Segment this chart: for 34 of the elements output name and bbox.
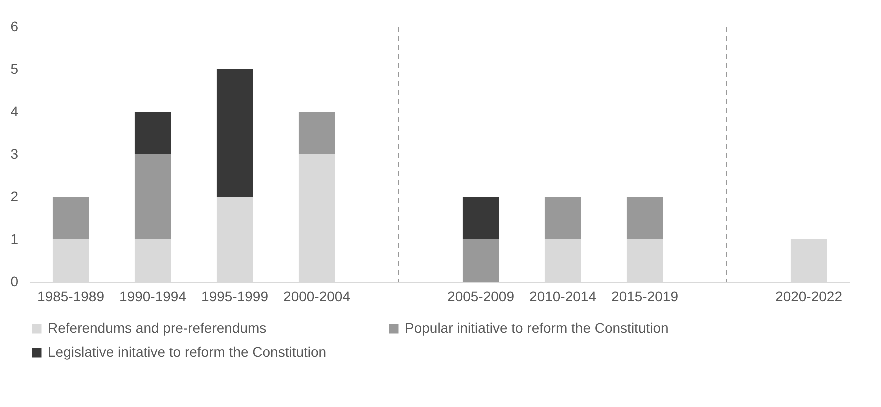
x-tick-label: 2005-2009 [448,288,515,304]
bar [52,240,90,282]
bar [626,197,664,240]
x-tick-label: 1985-1989 [38,288,105,304]
bar [790,240,828,282]
bar [216,70,254,197]
bar [134,154,172,240]
x-tick-label: 2015-2019 [612,288,679,304]
bar [134,112,172,154]
bar [216,197,254,282]
bar [462,240,500,282]
x-tick-label: 1995-1999 [202,288,269,304]
x-tick-label: 1990-1994 [120,288,187,304]
bar [626,240,664,282]
y-tick-label: 4 [10,104,19,120]
bar [298,112,336,154]
y-tick-label: 1 [10,231,19,247]
bar [52,197,90,240]
x-tick-label: 2010-2014 [530,288,597,304]
legend-label: Popular initiative to reform the Constitution [405,320,669,336]
y-tick-label: 2 [10,188,19,204]
bar [134,240,172,282]
y-tick-label: 3 [10,146,19,162]
bar [544,197,582,240]
bar [462,197,500,240]
bar [544,240,582,282]
bar [298,154,336,282]
legend-label: Referendums and pre-referendums [48,320,267,336]
y-tick-label: 6 [10,18,19,34]
x-tick-label: 2020-2022 [776,288,843,304]
y-tick-label: 0 [10,274,19,290]
y-tick-label: 5 [10,61,19,77]
legend-label: Legislative initative to reform the Constitution [48,344,327,360]
x-tick-label: 2000-2004 [284,288,351,304]
